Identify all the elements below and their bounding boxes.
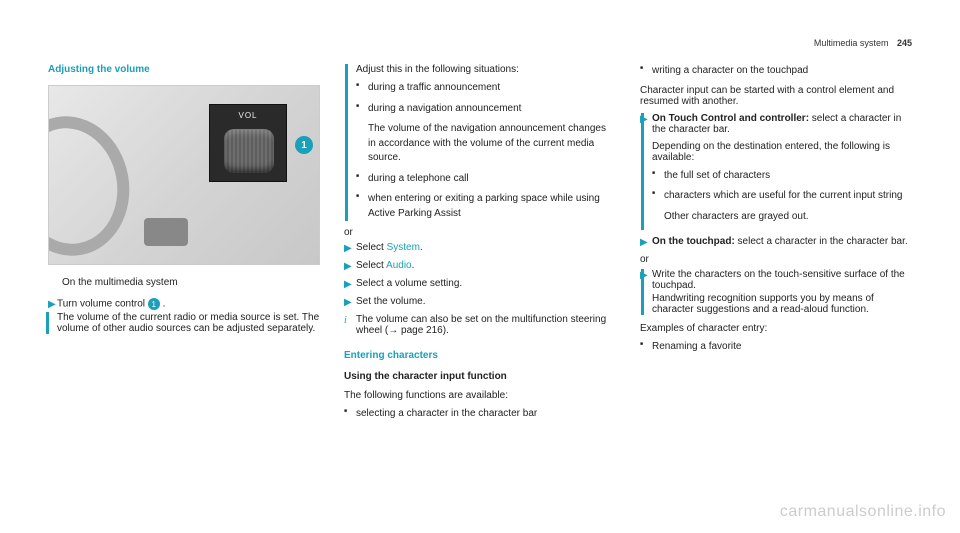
step-text: Set the volume. [356,296,425,308]
list-item: during a telephone call [356,172,616,187]
list-item: during a traffic announcement [356,81,616,96]
list-item: the full set of characters [652,169,912,184]
callout-ref-1: 1 [148,298,160,310]
step-text: Turn volume control 1 . [57,298,320,310]
page-header: Multimedia system 245 [814,38,912,48]
step-text-suffix: . [163,299,166,310]
list-item-text: characters which are useful for the curr… [664,190,902,201]
list-item: Renaming a favorite [640,340,912,355]
step-text-prefix: Turn volume control [57,299,148,310]
t: Select [356,260,386,271]
section-title-volume: Adjusting the volume [48,64,320,75]
step-touchpad: ▶ On the touchpad: select a character in… [640,236,912,248]
enter-intro: The following functions are available: [344,390,616,401]
section-title-entering: Entering characters [344,350,616,361]
bold: On Touch Control and controller: [652,113,809,124]
step-select-vol-setting: ▶ Select a volume setting. [344,278,616,290]
or-separator: or [640,254,912,265]
step-touch-control: ▶ On Touch Control and controller: selec… [640,113,912,231]
or-separator: or [344,227,616,238]
bold: On the touchpad: [652,236,735,247]
subtitle-char-input: Using the character input function [344,371,616,382]
list-item: selecting a character in the character b… [344,407,616,422]
t: . [420,242,423,253]
tc-note: Depending on the destination entered, th… [652,141,912,163]
figure-caption: On the multimedia system [62,277,320,288]
step-arrow-icon: ▶ [344,260,356,272]
list-item: during a navigation announcement The vol… [356,102,616,166]
t: select a character in the character bar. [735,236,908,247]
step-arrow-icon: ▶ [640,236,652,248]
step-body: On Touch Control and controller: select … [641,113,912,231]
watermark: carmanualsonline.info [780,503,946,521]
info-volume-wheel: i The volume can also be set on the mult… [344,314,616,336]
list-item: characters which are useful for the curr… [652,189,912,224]
step-body: Write the characters on the touch-sensit… [641,269,912,315]
kw-system: System [387,242,420,253]
info-icon: i [344,314,356,336]
step-text: On Touch Control and controller: select … [652,113,912,135]
tc-b2-note: Other characters are grayed out. [664,210,912,225]
list-item: writing a character on the touchpad [640,64,912,79]
step-text: Select System. [356,242,423,254]
list-item-text: during a navigation announcement [368,103,521,114]
enter-functions-list: selecting a character in the character b… [344,407,616,422]
page-content: Adjusting the volume VOL 1 On the multim… [0,0,960,458]
list-item: when entering or exiting a parking space… [356,192,616,221]
t: . [412,260,415,271]
column-1: Adjusting the volume VOL 1 On the multim… [48,40,320,428]
nav-note: The volume of the navigation announcemen… [368,122,616,166]
section-name: Multimedia system [814,38,889,48]
vol-label: VOL [210,111,286,120]
kw-audio: Audio [386,260,412,271]
step-text: Write the characters on the touch-sensit… [652,269,912,291]
console-graphic [144,218,188,246]
adjust-intro: Adjust this in the following situations: [356,64,616,75]
t: Select [356,242,387,253]
enter-functions-list-cont: writing a character on the touchpad [640,64,912,79]
step-body: The volume of the current radio or media… [46,312,320,334]
step-text: Select Audio. [356,260,414,272]
step-write-chars: ▶ Write the characters on the touch-sens… [640,269,912,315]
examples-list: Renaming a favorite [640,340,912,355]
step-select-system: ▶ Select System. [344,242,616,254]
info-text: The volume can also be set on the multif… [356,314,616,336]
adjust-situations-block: Adjust this in the following situations:… [345,64,616,221]
step-text: Select a volume setting. [356,278,462,290]
situations-list: during a traffic announcement during a n… [356,81,616,221]
steering-wheel-graphic [48,107,140,265]
step-select-audio: ▶ Select Audio. [344,260,616,272]
step-arrow-icon: ▶ [344,296,356,308]
page-number: 245 [897,38,912,48]
step-set-volume: ▶ Set the volume. [344,296,616,308]
step-note: Handwriting recognition supports you by … [652,293,912,315]
char-input-para: Character input can be started with a co… [640,85,912,107]
examples-intro: Examples of character entry: [640,323,912,334]
step-arrow-icon: ▶ [344,242,356,254]
step-text: On the touchpad: select a character in t… [652,236,908,248]
column-2: Adjust this in the following situations:… [344,40,616,428]
vol-panel: VOL [209,104,287,182]
vol-knob [224,129,274,173]
tc-list: the full set of characters characters wh… [652,169,912,225]
figure-volume-control: VOL 1 [48,85,320,265]
column-3: writing a character on the touchpad Char… [640,40,912,428]
step-arrow-icon: ▶ [344,278,356,290]
callout-1: 1 [295,136,313,154]
step-turn-volume: ▶ Turn volume control 1 . The volume of … [48,298,320,334]
